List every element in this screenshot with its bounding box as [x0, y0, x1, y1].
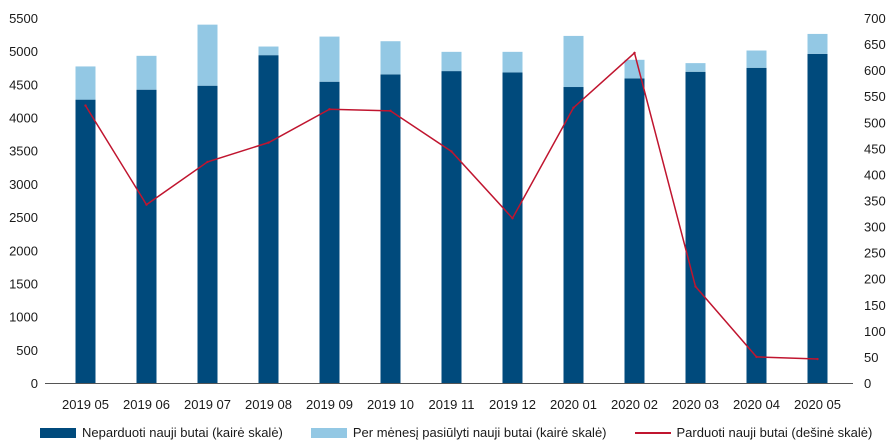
line-point [267, 141, 270, 144]
legend-label: Neparduoti nauji butai (kairė skalė) [82, 425, 283, 440]
bar-unsold [380, 74, 401, 383]
y-left-tick-label: 2500 [9, 210, 38, 225]
bar-unsold [197, 85, 218, 383]
y-right-tick-label: 300 [864, 220, 886, 235]
bar-unsold [136, 89, 157, 383]
line-point [145, 203, 148, 206]
x-tick-label: 2020 05 [794, 397, 841, 412]
y-right-tick-label: 450 [864, 141, 886, 156]
legend-item: Per mėnesį pasiūlyti nauji butai (kairė … [310, 425, 607, 440]
legend: Neparduoti nauji butai (kairė skalė) Per … [40, 424, 890, 441]
bar-unsold [685, 71, 706, 383]
bar-offered [380, 41, 401, 75]
line-point [633, 51, 636, 55]
y-left-tick-label: 1500 [9, 276, 38, 291]
x-tick-label: 2019 09 [306, 397, 353, 412]
y-left-axis: 0 500 1000 1500 2000 2500 3000 3500 4000 4500 5000… [9, 11, 38, 391]
legend-item: Neparduoti nauji butai (kairė skalė) [40, 425, 283, 440]
x-tick-label: 2019 07 [184, 397, 231, 412]
bar-unsold [563, 87, 584, 383]
bar-offered [197, 24, 218, 86]
y-right-tick-label: 400 [864, 167, 886, 182]
x-tick-label: 2020 04 [733, 397, 780, 412]
y-right-tick-label: 150 [864, 298, 886, 313]
bar-unsold [746, 67, 767, 383]
chart: 0500100015002000250030003500400045005000… [9, 11, 886, 412]
y-right-tick-label: 0 [864, 376, 871, 391]
x-tick-label: 2019 06 [123, 397, 170, 412]
legend-swatch [634, 431, 671, 434]
y-right-tick-label: 700 [864, 11, 886, 26]
x-tick-label: 2020 02 [611, 397, 658, 412]
bar-offered [624, 59, 645, 79]
line-point [328, 108, 331, 111]
x-tick-label: 2020 03 [672, 397, 719, 412]
x-tick-label: 2019 11 [428, 397, 474, 412]
bar-unsold [319, 81, 340, 383]
x-tick-label: 2019 12 [489, 397, 536, 412]
bar-offered [563, 35, 584, 88]
line-point [511, 217, 514, 220]
y-left-tick-label: 3500 [9, 144, 38, 159]
bar-unsold [75, 99, 96, 384]
legend-swatch [40, 427, 76, 438]
line-point [206, 160, 209, 164]
x-tick-label: 2019 05 [62, 397, 109, 412]
line-point [755, 355, 758, 359]
bar-offered [502, 51, 523, 73]
y-right-tick-label: 200 [864, 272, 886, 287]
y-right-tick-label: 600 [864, 63, 886, 78]
y-left-tick-label: 500 [16, 343, 38, 358]
line-point [816, 357, 819, 361]
legend-swatch [310, 427, 347, 438]
bar-unsold [807, 53, 828, 383]
bar-series [75, 24, 828, 384]
x-tick-label: 2020 01 [550, 397, 597, 412]
bar-unsold [441, 71, 462, 383]
bar-unsold [258, 55, 279, 383]
y-left-tick-label: 3000 [9, 177, 38, 192]
bar-offered [136, 55, 157, 90]
x-tick-label: 2019 08 [245, 397, 292, 412]
y-left-tick-label: 4500 [9, 77, 38, 92]
legend-item: Parduoti nauji butai (dešinė skalė) [634, 425, 873, 440]
y-left-tick-label: 5000 [9, 44, 38, 59]
y-left-tick-label: 5500 [9, 11, 38, 26]
bar-offered [746, 50, 767, 68]
bar-unsold [502, 72, 523, 383]
y-right-tick-label: 650 [864, 37, 886, 52]
bar-offered [441, 51, 462, 72]
y-left-tick-label: 2000 [9, 243, 38, 258]
legend-label: Parduoti nauji butai (dešinė skalė) [676, 425, 873, 440]
y-left-tick-label: 1000 [9, 310, 38, 325]
legend-label: Per mėnesį pasiūlyti nauji butai (kairė … [352, 425, 607, 440]
line-point [389, 109, 392, 113]
x-tick-label: 2019 10 [367, 397, 414, 412]
line-point [84, 104, 87, 107]
y-left-tick-label: 0 [31, 376, 38, 391]
bar-unsold [624, 78, 645, 384]
bar-offered [319, 36, 340, 82]
y-right-tick-label: 100 [864, 324, 886, 339]
y-right-tick-label: 350 [864, 194, 886, 209]
y-right-tick-label: 250 [864, 246, 886, 261]
bar-offered [258, 46, 279, 56]
y-left-tick-label: 4000 [9, 111, 38, 126]
line-point [572, 106, 575, 109]
y-right-tick-label: 500 [864, 115, 886, 130]
y-right-tick-label: 50 [864, 350, 878, 365]
line-point [450, 150, 453, 153]
line-point [694, 285, 697, 288]
line-series [84, 51, 819, 361]
bar-offered [807, 33, 828, 54]
y-right-tick-label: 550 [864, 89, 886, 104]
x-axis: 2019 05 2019 06 2019 07 2019 08 2019 09 2019 … [62, 397, 841, 412]
y-right-axis: 0 50 100 150 200 250 300 350 400 450 500 550 600 650 7… [864, 11, 886, 391]
bar-offered [75, 66, 96, 100]
bar-offered [685, 63, 706, 72]
